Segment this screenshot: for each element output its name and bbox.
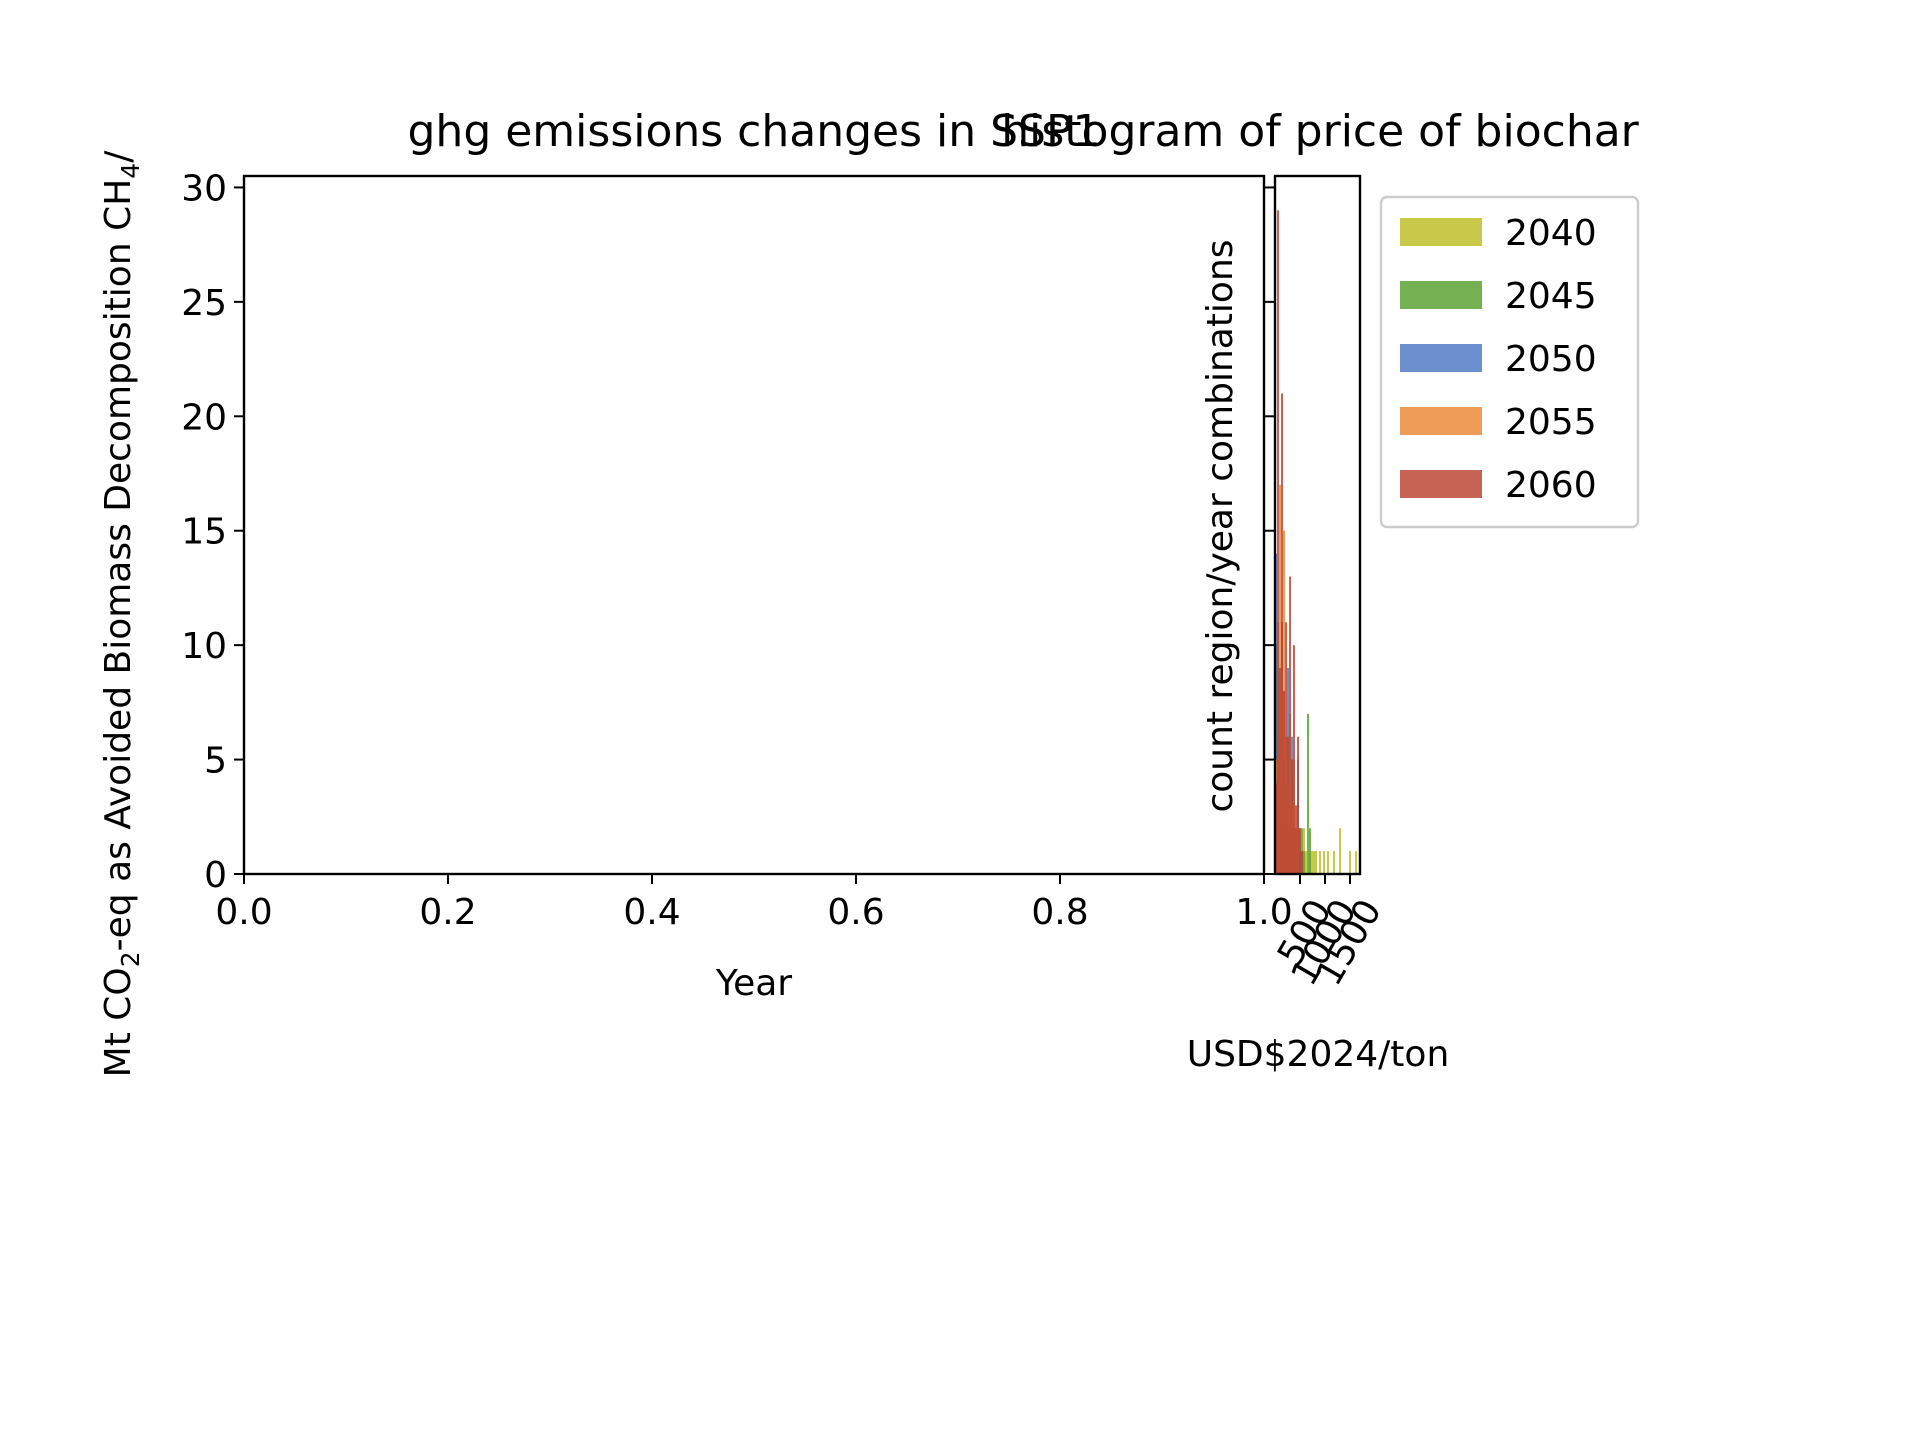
- histogram-bar-2060: [1293, 645, 1295, 874]
- right-chart-title: histogram of price of biochar: [1001, 106, 1639, 157]
- left-chart-title: ghg emissions changes in SSP1: [408, 106, 1101, 157]
- left-ytick-label: 5: [204, 741, 227, 782]
- left-ytick-label: 25: [181, 283, 227, 324]
- left-yticks: 0 5 10 15 20 25 30: [181, 168, 244, 896]
- left-axes: ghg emissions changes in SSP1 Year Mt CO…: [98, 106, 1293, 1077]
- left-y-axis-label: Mt CO2-eq as Avoided Biomass Decompositi…: [98, 150, 145, 1078]
- legend-swatch-2055: [1400, 407, 1482, 435]
- legend-frame: [1379, 195, 1640, 529]
- histogram-bars: [1275, 210, 1360, 874]
- histogram-bar-2060: [1289, 576, 1291, 874]
- histogram-bar-2060: [1277, 210, 1279, 874]
- left-xtick-label: 0.8: [1031, 892, 1088, 933]
- legend-label-2045: 2045: [1505, 276, 1597, 317]
- histogram-bar-2040: [1333, 851, 1335, 874]
- histogram-bar-2060: [1285, 622, 1287, 874]
- ylabel-mid: -eq as Avoided Biomass Decomposition CH: [98, 179, 139, 952]
- legend-label-2055: 2055: [1505, 402, 1597, 443]
- left-ytick-label: 0: [204, 855, 227, 896]
- left-xtick-label: 0.6: [827, 892, 884, 933]
- left-ytick-label: 30: [181, 168, 227, 209]
- histogram-bar-2040: [1315, 851, 1317, 874]
- histogram-bar-2045: [1303, 851, 1305, 874]
- ylabel-post: /: [98, 150, 139, 163]
- right-x-axis-label: USD$2024/ton: [1187, 1034, 1450, 1075]
- histogram-bar-2040: [1305, 851, 1307, 874]
- left-ytick-label: 10: [181, 626, 227, 667]
- legend-label-2040: 2040: [1505, 213, 1597, 254]
- left-xtick-label: 1.0: [1235, 892, 1292, 933]
- left-plot-area: [242, 174, 1266, 876]
- histogram-bar-2045: [1307, 713, 1309, 874]
- right-axes: histogram of price of biochar count regi…: [1001, 106, 1639, 1075]
- legend-label-2050: 2050: [1505, 339, 1597, 380]
- histogram-bar-2060: [1297, 736, 1299, 874]
- histogram-bar-2060: [1281, 393, 1283, 874]
- left-xtick-label: 0.4: [623, 892, 680, 933]
- histogram-bar-2040: [1323, 851, 1325, 874]
- left-ytick-label: 15: [181, 512, 227, 553]
- ylabel-pre: Mt CO: [98, 967, 139, 1077]
- left-x-axis-label: Year: [715, 963, 792, 1004]
- histogram-bar-2040: [1313, 851, 1315, 874]
- legend: 2040 2045 2050 2055 2060: [1379, 195, 1640, 529]
- histogram-bar-2045: [1309, 828, 1311, 874]
- legend-swatch-2050: [1400, 344, 1482, 372]
- histogram-bar-2060: [1279, 668, 1281, 874]
- legend-swatch-2045: [1400, 281, 1482, 309]
- legend-swatch-2060: [1400, 470, 1482, 498]
- histogram-bar-2040: [1355, 851, 1357, 874]
- histogram-bar-2060: [1287, 736, 1289, 874]
- histogram-bar-2060: [1283, 690, 1285, 874]
- ylabel-sub2: 4: [116, 163, 145, 179]
- histogram-bar-2060: [1301, 851, 1303, 874]
- legend-label-2060: 2060: [1505, 465, 1597, 506]
- left-xtick-label: 0.2: [419, 892, 476, 933]
- histogram-bar-2060: [1299, 828, 1301, 874]
- right-plot-area: [1273, 174, 1362, 876]
- histogram-bar-2040: [1311, 851, 1313, 874]
- histogram-bar-2040: [1327, 851, 1329, 874]
- histogram-bar-2040: [1319, 851, 1321, 874]
- histogram-bar-2040: [1339, 828, 1341, 874]
- left-xticks: 0.0 0.2 0.4 0.6 0.8 1.0: [215, 874, 1293, 933]
- legend-swatch-2040: [1400, 218, 1482, 246]
- histogram-bar-2060: [1295, 805, 1297, 874]
- left-xtick-label: 0.0: [215, 892, 272, 933]
- right-yticks: [1265, 186, 1275, 875]
- ylabel-sub: 2: [116, 951, 145, 967]
- right-y-axis-label: count region/year combinations: [1200, 239, 1241, 812]
- histogram-bar-2040: [1349, 851, 1351, 874]
- left-ytick-label: 20: [181, 397, 227, 438]
- legend-items: 2040 2045 2050 2055 2060: [1400, 213, 1597, 506]
- histogram-bar-2060: [1291, 759, 1293, 874]
